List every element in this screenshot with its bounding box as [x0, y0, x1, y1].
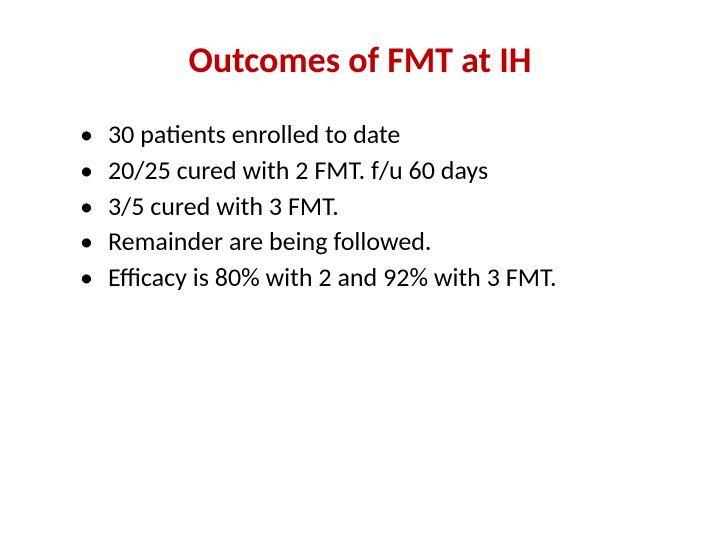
list-item: 3/5 cured with 3 FMT.: [80, 190, 680, 224]
bullet-list: 30 patients enrolled to date 20/25 cured…: [40, 118, 680, 295]
list-item: Efficacy is 80% with 2 and 92% with 3 FM…: [80, 261, 680, 295]
list-item: 30 patients enrolled to date: [80, 118, 680, 152]
slide-container: Outcomes of FMT at IH 30 patients enroll…: [0, 0, 720, 540]
list-item: 20/25 cured with 2 FMT. f/u 60 days: [80, 154, 680, 188]
list-item: Remainder are being followed.: [80, 225, 680, 259]
slide-title: Outcomes of FMT at IH: [40, 38, 680, 82]
